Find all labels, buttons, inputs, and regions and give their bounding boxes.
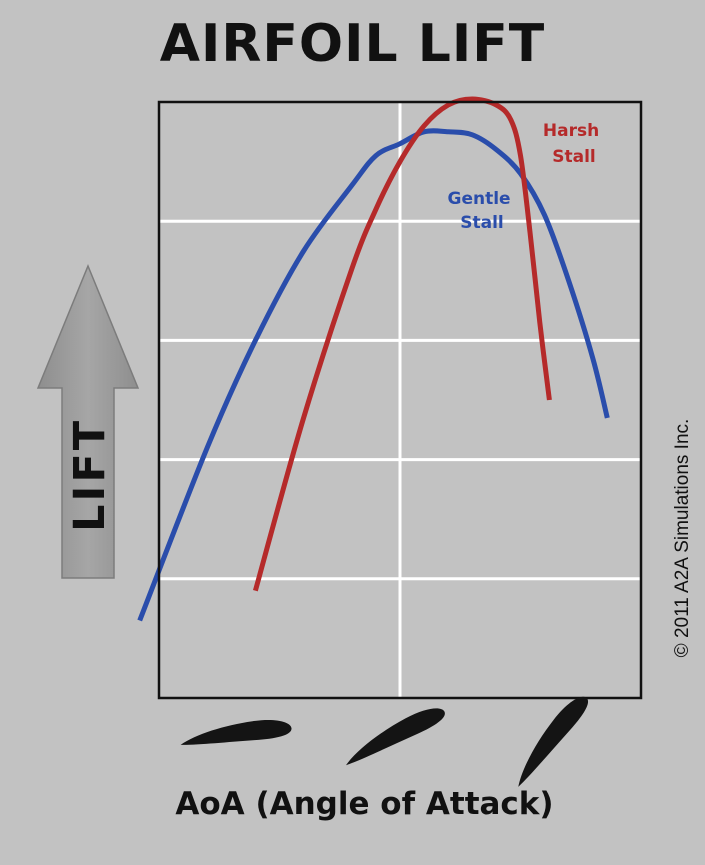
gentle-stall-annotation: Gentle Stall: [448, 189, 517, 233]
chart-title: AIRFOIL LIFT: [159, 14, 546, 74]
y-axis-label: LIFT: [65, 418, 115, 532]
series-layer: [137, 96, 610, 622]
copyright-text: © 2011 A2A Simulations Inc.: [672, 418, 693, 658]
airfoil-mid-aoa-icon: [345, 708, 445, 766]
lift-arrow-icon: LIFT: [36, 264, 140, 579]
gentle-stall-curve: [137, 128, 610, 622]
plot-frame: [157, 100, 643, 700]
x-axis-label: AoA (Angle of Attack): [175, 786, 554, 822]
grid: [159, 102, 641, 698]
harsh-stall-curve: [252, 96, 552, 592]
airfoil-high-aoa-icon: [518, 696, 588, 787]
copyright-notice: © 2011 A2A Simulations Inc.: [672, 419, 693, 658]
plot-area: [137, 96, 643, 700]
harsh-stall-annotation: Harsh Stall: [543, 121, 605, 167]
airfoil-low-aoa-icon: [180, 719, 292, 745]
